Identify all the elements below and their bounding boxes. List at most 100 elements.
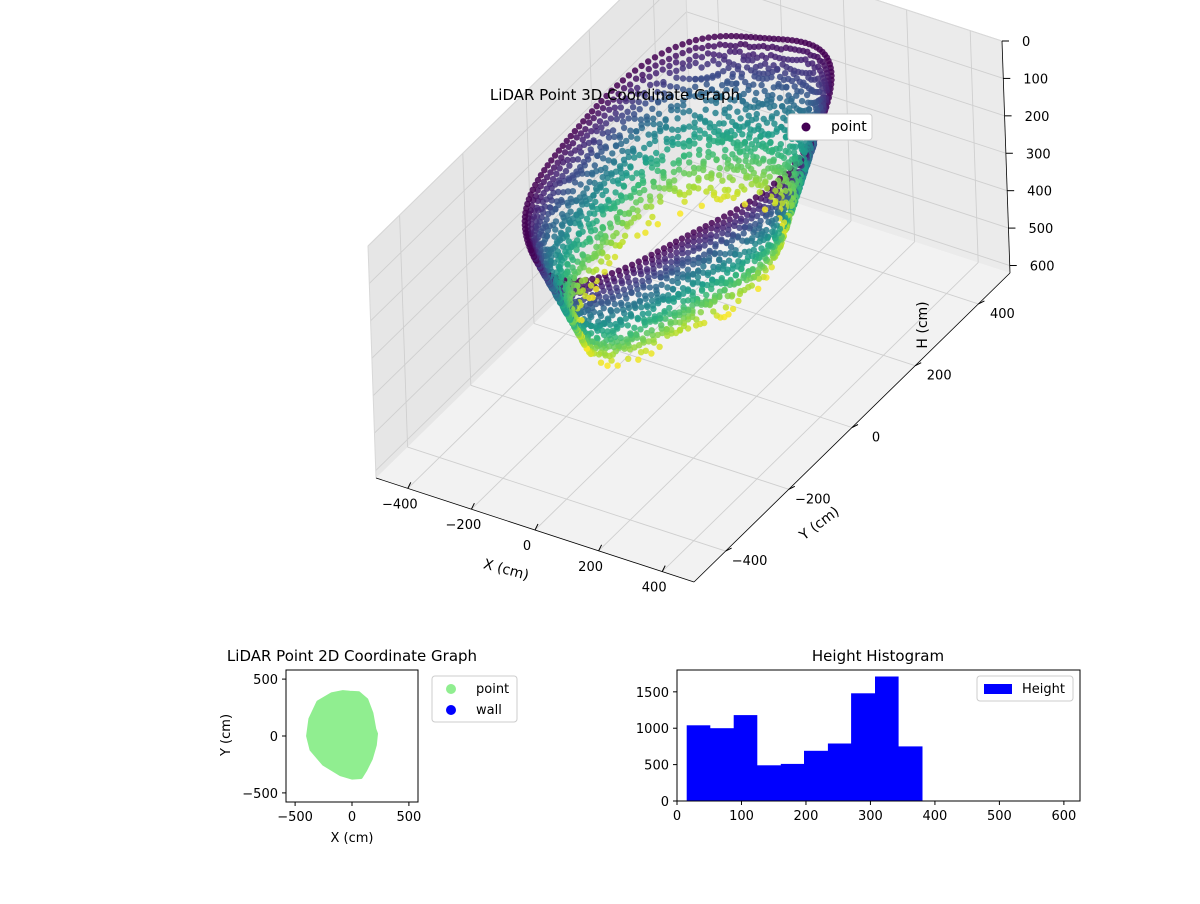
point-3d [782,187,789,195]
point-3d [607,306,614,314]
tick-label-x-3d: −200 [446,518,482,533]
point-3d [663,135,670,143]
point-3d [732,272,739,279]
point-3d [658,322,665,329]
point-3d [604,315,611,322]
point-3d [593,334,601,341]
point-3d [718,94,725,101]
point-3d [652,62,659,69]
point-3d [648,251,655,259]
point-3d [665,55,673,63]
point-3d [636,263,643,270]
point-3d [602,294,610,301]
point-3d [721,213,728,220]
point-3d [604,99,612,107]
point-3d [634,84,641,92]
histogram-bar [780,763,805,801]
point-3d [709,74,716,81]
point-3d [635,258,642,265]
point-3d [615,292,623,300]
point-3d [710,192,718,199]
point-3d [658,281,665,288]
tick-label-y-3d: −400 [732,554,768,569]
point-3d [698,76,705,83]
point-3d [575,123,583,130]
point-3d [617,104,624,111]
point-3d [742,41,749,48]
point-3d [591,179,598,187]
point-3d [739,98,746,105]
point-3d [720,68,727,75]
tick-label-x-3d: 0 [523,539,531,554]
point-3d [694,268,702,275]
point-3d [716,120,723,127]
tick-label-z-3d: 500 [1028,222,1053,237]
point-3d [649,105,656,113]
point-3d [566,162,573,169]
point-3d [786,143,794,150]
point-3d [679,60,686,67]
pane-edge [367,245,377,479]
point-3d [610,200,617,207]
point-3d [549,175,557,183]
histogram-bar [757,765,782,801]
point-3d [747,33,755,41]
point-3d [705,42,712,50]
point-3d [670,160,677,167]
point-3d [721,251,729,258]
point-3d [697,92,704,99]
point-3d [569,264,576,271]
point-3d [628,133,635,140]
point-3d [672,52,680,60]
point-3d [721,153,728,160]
point-3d [611,253,619,261]
point-3d [696,115,704,122]
point-3d [712,243,719,250]
point-3d [555,263,562,270]
point-3d [634,314,641,322]
point-3d [727,42,734,49]
point-3d [698,287,706,294]
histogram-bar [898,746,923,801]
point-3d [658,153,666,160]
point-3d [598,97,605,105]
point-3d [596,139,603,146]
point-3d [573,134,580,141]
point-3d [651,130,658,137]
point-3d [664,284,671,291]
point-3d [553,170,560,177]
point-3d [673,243,680,250]
point-3d [702,106,709,113]
point-3d [680,153,688,160]
gridline-z-back [686,11,1005,117]
point-3d [692,36,700,44]
point-3d [650,265,657,272]
point-3d [590,137,597,144]
gridline-z-left [368,0,660,284]
point-3d [547,169,554,176]
point-3d [623,137,630,145]
point-3d [696,226,703,233]
point-3d [586,178,593,186]
point-3d [743,174,750,181]
point-3d [661,308,668,315]
point-3d [588,108,596,115]
point-3d [639,335,646,342]
point-3d [728,237,736,244]
point-3d [701,237,709,244]
point-3d [643,266,651,273]
point-3d [650,115,657,122]
point-3d [595,351,603,358]
point-3d [567,150,574,157]
point-3d [658,50,665,57]
point-3d [598,258,605,265]
point-3d [612,142,620,149]
point-3d [702,227,709,235]
point-3d [678,241,686,248]
point-3d [637,349,645,356]
point-3d [782,70,789,77]
point-3d [662,315,669,322]
point-3d [713,232,720,240]
point-3d [733,80,740,87]
point-3d [663,326,670,333]
